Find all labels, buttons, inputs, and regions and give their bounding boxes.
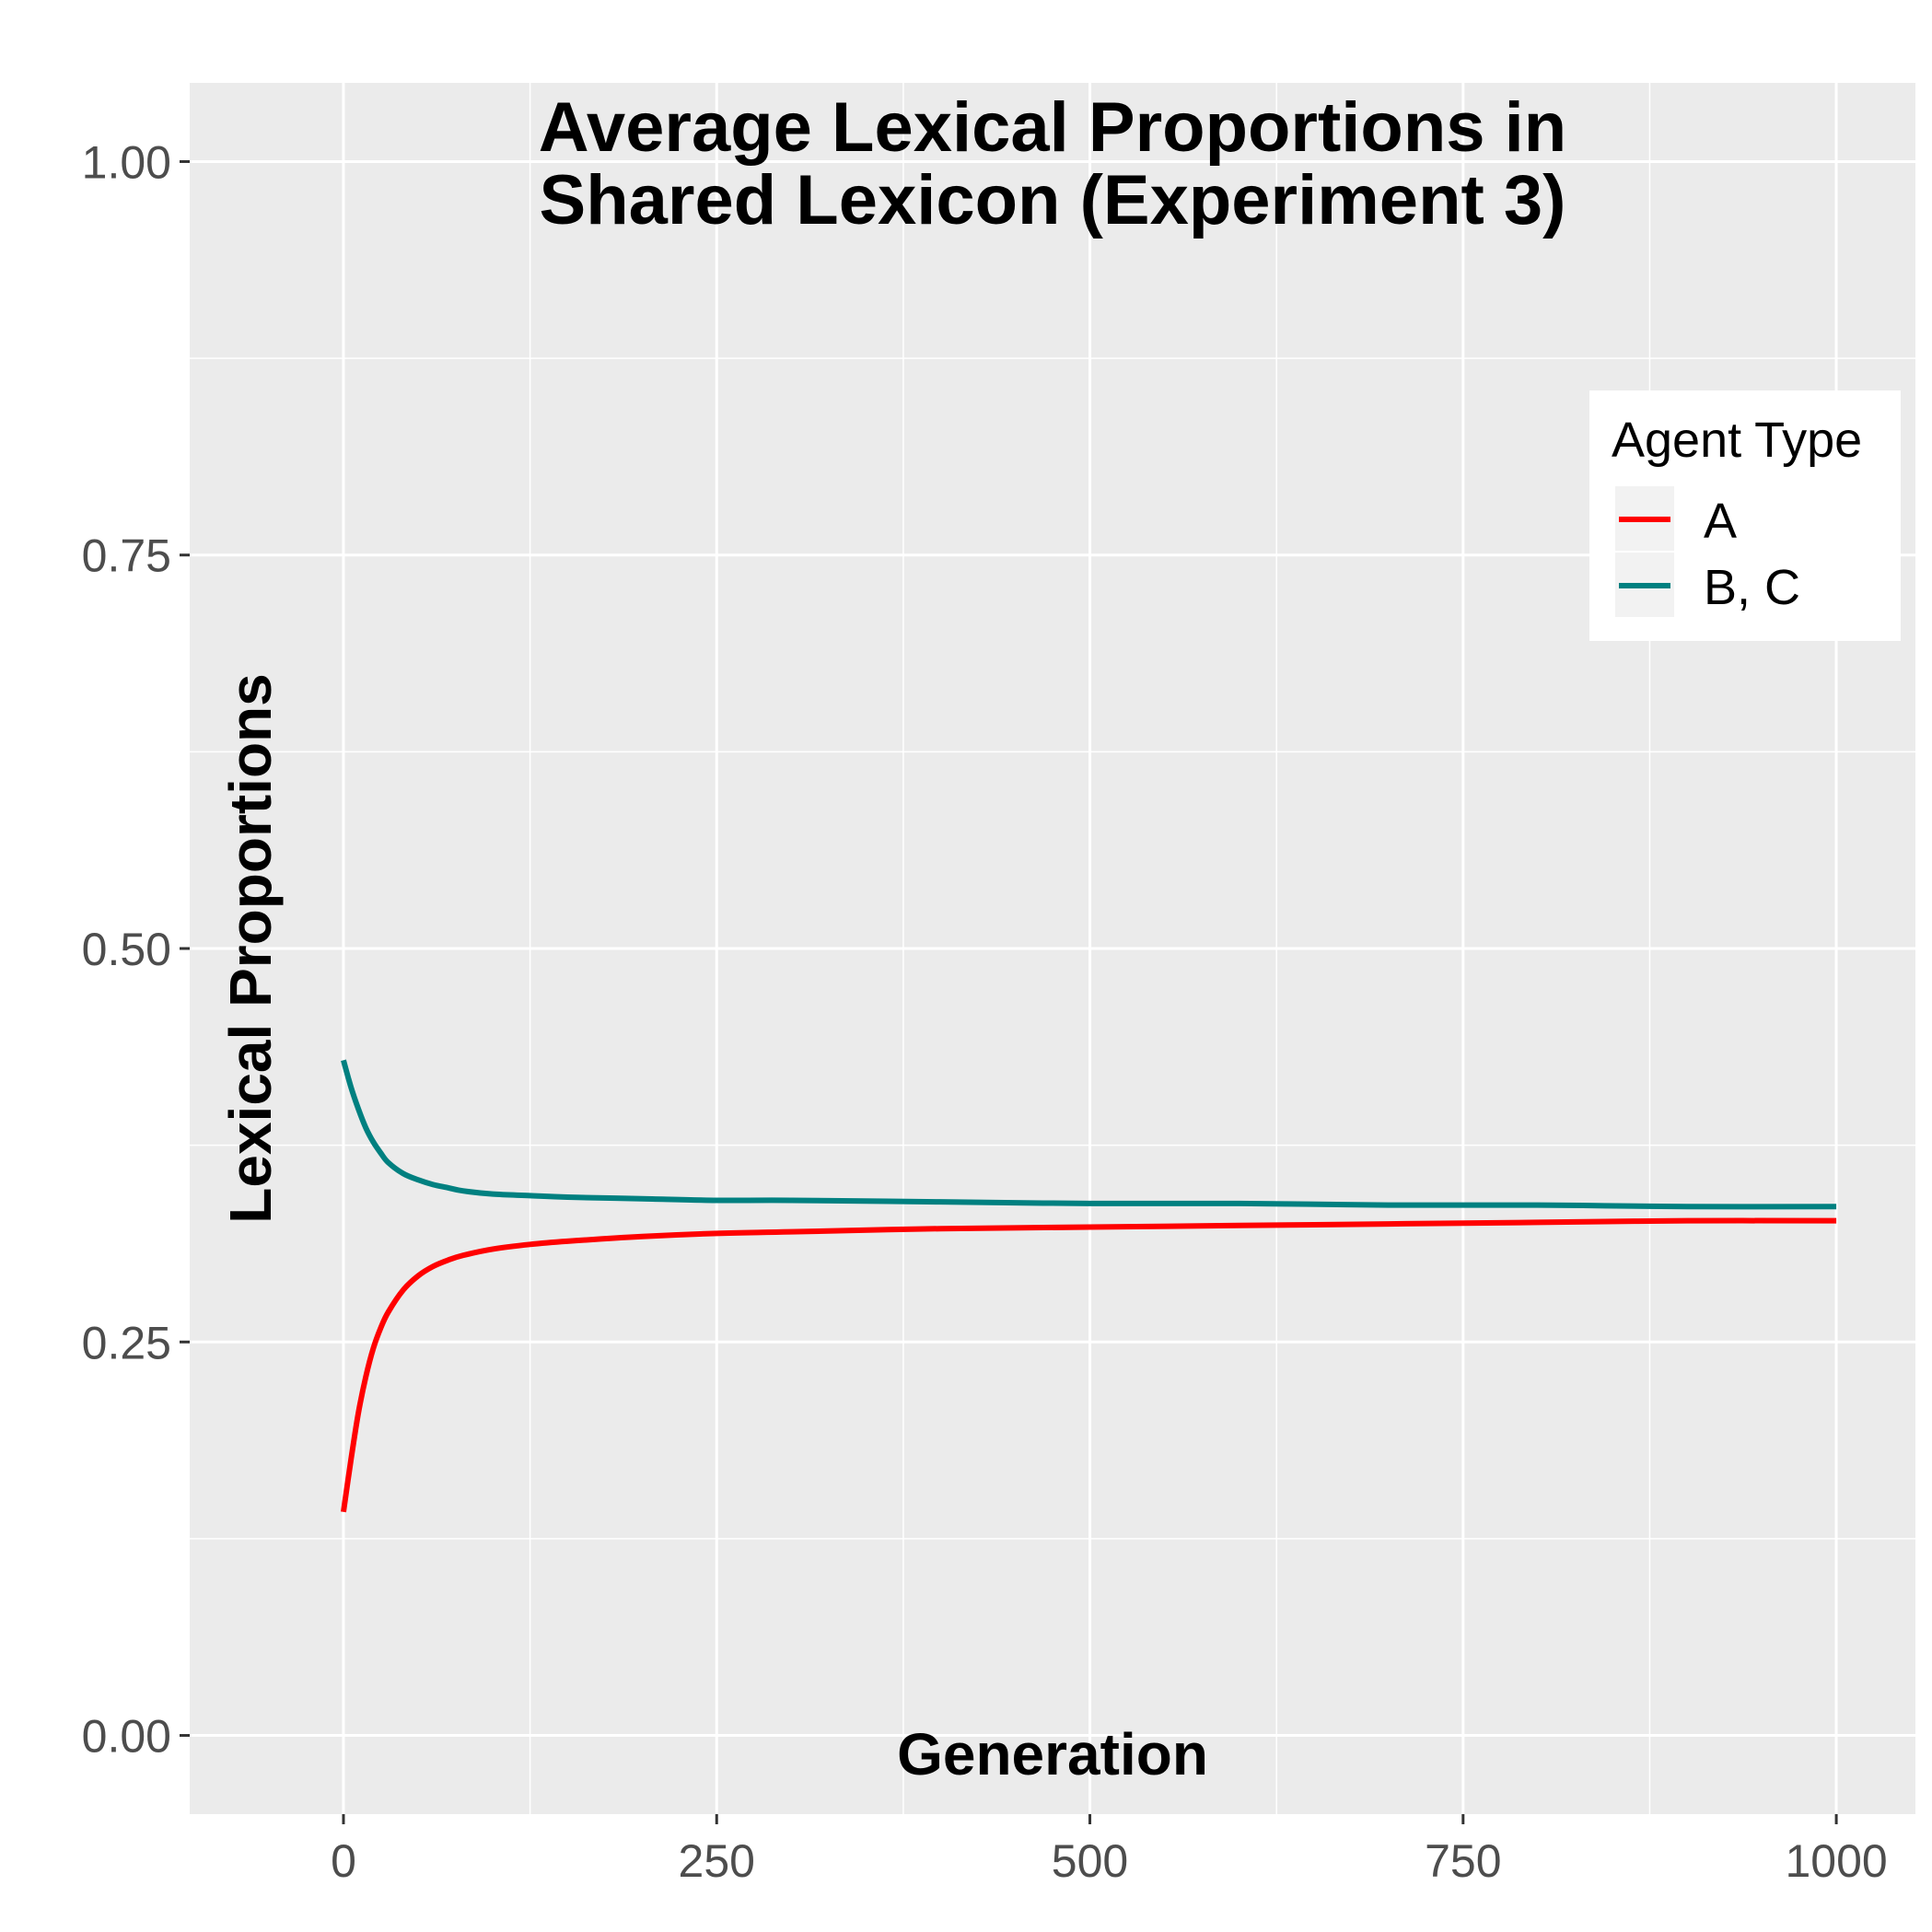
y-tick-label: 0.25 xyxy=(82,1317,171,1368)
series-line-b-c xyxy=(341,1059,1837,1210)
series-lines xyxy=(341,1059,1837,1513)
x-axis-title: Generation xyxy=(897,1721,1208,1787)
series-line-a xyxy=(341,1217,1837,1513)
y-tick-label: 0.50 xyxy=(82,924,171,975)
y-tick-label: 0.00 xyxy=(82,1711,171,1763)
legend-label-a: A xyxy=(1704,494,1737,549)
x-tick-label: 500 xyxy=(1052,1835,1128,1887)
y-tick-label: 0.75 xyxy=(82,530,171,582)
y-tick-label: 1.00 xyxy=(82,136,171,188)
legend-label-bc: B, C xyxy=(1704,560,1800,615)
x-tick-label: 750 xyxy=(1425,1835,1501,1887)
x-tick-label: 0 xyxy=(331,1835,356,1887)
chart-title-line-2: Shared Lexicon (Experiment 3) xyxy=(540,161,1566,239)
x-tick-label: 250 xyxy=(679,1835,755,1887)
grid-lines xyxy=(190,83,1915,1814)
x-tick-label: 1000 xyxy=(1785,1835,1887,1887)
legend-title: Agent Type xyxy=(1612,413,1862,468)
y-axis-title: Lexical Proportions xyxy=(217,673,284,1223)
axis-ticks: 0 250 500 750 1000 0.00 0.25 0.50 0.75 1.00 xyxy=(82,136,1888,1887)
chart-title-line-1: Average Lexical Proportions in xyxy=(539,88,1566,167)
legend: Agent Type A B, C xyxy=(1589,390,1901,641)
